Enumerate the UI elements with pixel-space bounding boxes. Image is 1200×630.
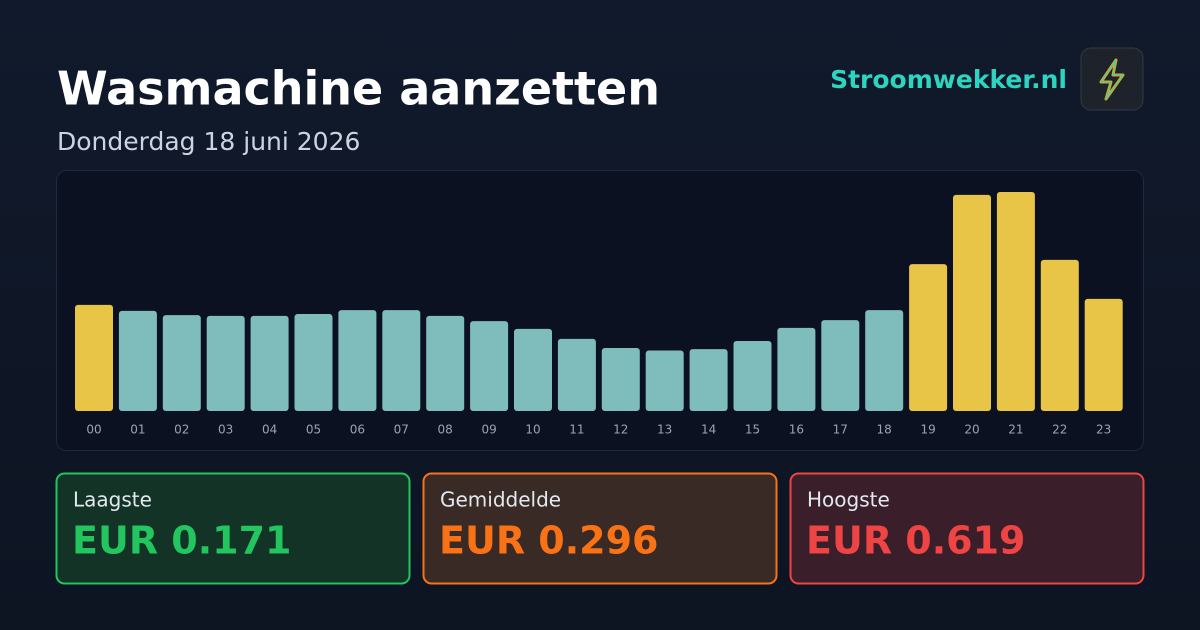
x-tick-label: 09 [481,423,496,437]
x-tick-label: 10 [525,423,540,437]
bar [426,315,465,411]
x-tick-label: 06 [350,423,365,437]
x-tick-label: 02 [174,423,189,437]
stat-value: EUR 0.296 [439,519,659,563]
stat-label: Gemiddelde [440,488,561,512]
x-tick-label: 08 [438,423,453,437]
x-tick-label: 19 [920,423,935,437]
x-tick-label: 14 [701,423,716,437]
bar [294,314,333,411]
stat-card [55,472,411,585]
bar [777,327,816,411]
x-tick-label: 17 [833,423,848,437]
x-tick-label: 03 [218,423,233,437]
stat-value: EUR 0.619 [806,519,1026,563]
bar [865,310,904,411]
stat-card [789,472,1145,585]
x-tick-label: 07 [394,423,409,437]
bar [1084,298,1123,411]
x-tick-label: 13 [657,423,672,437]
x-tick-label: 04 [262,423,277,437]
bar [1040,259,1079,411]
bar [645,350,684,411]
x-tick-label: 23 [1096,423,1111,437]
bar [514,328,552,411]
x-tick-label: 18 [877,423,892,437]
bar [75,304,113,411]
bar [557,338,596,411]
x-tick-label: 00 [86,423,101,437]
x-tick-label: 21 [1008,423,1023,437]
x-tick-label: 12 [613,423,628,437]
bar [250,315,289,411]
x-tick-label: 01 [130,423,145,437]
x-tick-label: 05 [306,423,321,437]
stat-value: EUR 0.171 [72,519,292,563]
title: Wasmachine aanzetten [57,62,660,116]
bolt [1100,59,1124,100]
brand: Stroomwekker.nl [830,65,1067,94]
x-tick-label: 22 [1052,423,1067,437]
stat-card [422,472,778,585]
bar [953,194,991,411]
bar [470,321,509,411]
x-tick-label: 16 [789,423,804,437]
bar [689,349,728,411]
x-tick-label: 11 [569,423,584,437]
stat-label: Hoogste [807,488,890,512]
bar [909,264,948,411]
bars: 00 01 02 03 04 05 06 07 08 09 10 11 12 13 14 15 16 17 18 19… [75,192,1123,437]
subtitle: Donderdag 18 juni 2026 [57,127,360,156]
bar [206,315,245,411]
x-tick-label: 15 [745,423,760,437]
bar [382,310,421,411]
bar [821,320,860,411]
bar [338,310,377,411]
x-tick-label: 20 [964,423,979,437]
brand-icon [1080,47,1144,111]
bar [162,315,201,411]
stat-label: Laagste [73,488,152,512]
bar [601,348,640,411]
bar [996,192,1035,411]
cards: Laagste EUR 0.171 Gemiddelde EUR 0.296 Hoogs… [55,472,1145,585]
bar [733,340,772,411]
bar [118,310,157,411]
